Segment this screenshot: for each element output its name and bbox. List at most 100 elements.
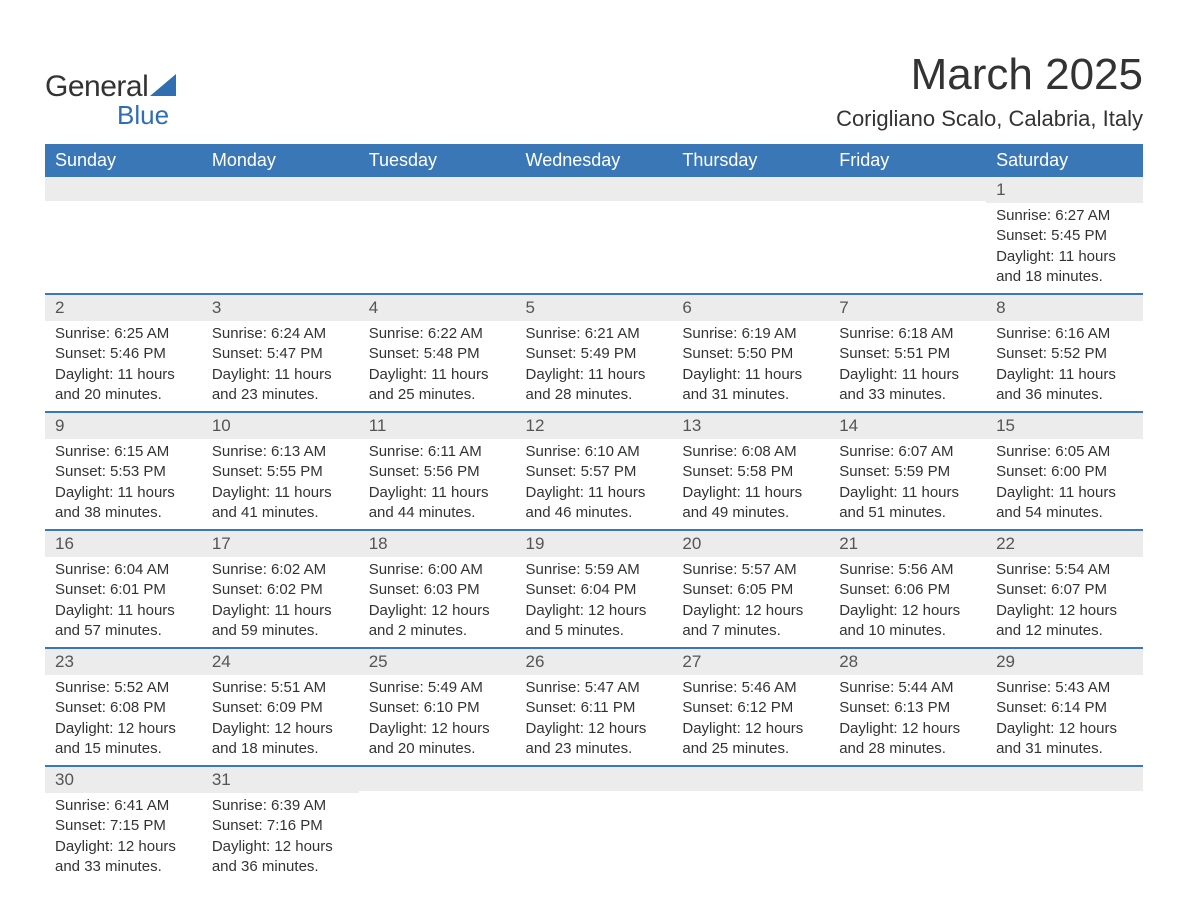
day-line-sunset: Sunset: 6:08 PM xyxy=(55,698,192,718)
day-line-sunrise: Sunrise: 5:44 AM xyxy=(839,678,976,698)
day-line-daylight2: and 41 minutes. xyxy=(212,503,349,523)
day-body: Sunrise: 5:44 AMSunset: 6:13 PMDaylight:… xyxy=(829,675,986,765)
day-line-daylight2: and 36 minutes. xyxy=(212,857,349,877)
day-body xyxy=(359,791,516,831)
day-number: 20 xyxy=(672,531,829,557)
day-number: 24 xyxy=(202,649,359,675)
day-line-daylight1: Daylight: 12 hours xyxy=(682,601,819,621)
day-line-sunset: Sunset: 5:59 PM xyxy=(839,462,976,482)
location: Corigliano Scalo, Calabria, Italy xyxy=(836,106,1143,132)
calendar-cell-empty xyxy=(516,177,673,294)
calendar-cell: 3Sunrise: 6:24 AMSunset: 5:47 PMDaylight… xyxy=(202,294,359,412)
calendar-cell-empty xyxy=(829,766,986,883)
calendar-cell: 22Sunrise: 5:54 AMSunset: 6:07 PMDayligh… xyxy=(986,530,1143,648)
day-line-sunrise: Sunrise: 6:13 AM xyxy=(212,442,349,462)
day-line-sunset: Sunset: 5:51 PM xyxy=(839,344,976,364)
day-line-daylight1: Daylight: 11 hours xyxy=(526,365,663,385)
calendar-cell-empty xyxy=(359,766,516,883)
day-line-daylight1: Daylight: 11 hours xyxy=(55,365,192,385)
month-title: March 2025 xyxy=(836,50,1143,100)
calendar-cell-empty xyxy=(986,766,1143,883)
day-body: Sunrise: 5:52 AMSunset: 6:08 PMDaylight:… xyxy=(45,675,202,765)
calendar-cell: 18Sunrise: 6:00 AMSunset: 6:03 PMDayligh… xyxy=(359,530,516,648)
day-body: Sunrise: 5:51 AMSunset: 6:09 PMDaylight:… xyxy=(202,675,359,765)
day-line-sunset: Sunset: 5:45 PM xyxy=(996,226,1133,246)
day-line-daylight1: Daylight: 12 hours xyxy=(212,837,349,857)
calendar-table: SundayMondayTuesdayWednesdayThursdayFrid… xyxy=(45,144,1143,883)
day-line-sunset: Sunset: 5:50 PM xyxy=(682,344,819,364)
day-line-daylight2: and 31 minutes. xyxy=(682,385,819,405)
day-number: 22 xyxy=(986,531,1143,557)
day-body: Sunrise: 5:49 AMSunset: 6:10 PMDaylight:… xyxy=(359,675,516,765)
day-line-daylight1: Daylight: 11 hours xyxy=(839,365,976,385)
calendar-cell-empty xyxy=(45,177,202,294)
day-line-daylight1: Daylight: 11 hours xyxy=(212,365,349,385)
calendar-cell: 26Sunrise: 5:47 AMSunset: 6:11 PMDayligh… xyxy=(516,648,673,766)
day-line-sunrise: Sunrise: 6:27 AM xyxy=(996,206,1133,226)
day-body: Sunrise: 6:04 AMSunset: 6:01 PMDaylight:… xyxy=(45,557,202,647)
day-number: 7 xyxy=(829,295,986,321)
day-line-sunrise: Sunrise: 6:16 AM xyxy=(996,324,1133,344)
day-line-daylight2: and 25 minutes. xyxy=(369,385,506,405)
logo-text-general: General xyxy=(45,70,148,104)
day-line-daylight1: Daylight: 11 hours xyxy=(55,483,192,503)
day-line-sunset: Sunset: 5:56 PM xyxy=(369,462,506,482)
day-line-sunset: Sunset: 7:16 PM xyxy=(212,816,349,836)
day-number xyxy=(516,767,673,791)
day-body xyxy=(829,201,986,241)
day-line-daylight2: and 25 minutes. xyxy=(682,739,819,759)
day-line-daylight2: and 49 minutes. xyxy=(682,503,819,523)
day-body: Sunrise: 6:13 AMSunset: 5:55 PMDaylight:… xyxy=(202,439,359,529)
weekday-header: Monday xyxy=(202,144,359,177)
day-line-daylight2: and 28 minutes. xyxy=(526,385,663,405)
day-line-daylight1: Daylight: 12 hours xyxy=(996,601,1133,621)
day-line-daylight1: Daylight: 12 hours xyxy=(369,601,506,621)
day-line-sunrise: Sunrise: 6:39 AM xyxy=(212,796,349,816)
day-body xyxy=(202,201,359,241)
day-body: Sunrise: 6:25 AMSunset: 5:46 PMDaylight:… xyxy=(45,321,202,411)
day-line-sunset: Sunset: 6:00 PM xyxy=(996,462,1133,482)
day-number xyxy=(359,177,516,201)
day-body: Sunrise: 6:27 AMSunset: 5:45 PMDaylight:… xyxy=(986,203,1143,293)
calendar-cell: 31 Sunrise: 6:39 AMSunset: 7:16 PMDayligh… xyxy=(202,766,359,883)
day-line-sunset: Sunset: 6:12 PM xyxy=(682,698,819,718)
day-line-daylight2: and 36 minutes. xyxy=(996,385,1133,405)
day-number: 14 xyxy=(829,413,986,439)
day-line-sunrise: Sunrise: 5:51 AM xyxy=(212,678,349,698)
day-line-daylight1: Daylight: 11 hours xyxy=(996,247,1133,267)
day-line-daylight1: Daylight: 12 hours xyxy=(526,719,663,739)
day-line-sunrise: Sunrise: 6:02 AM xyxy=(212,560,349,580)
day-number: 3 xyxy=(202,295,359,321)
day-line-sunset: Sunset: 6:13 PM xyxy=(839,698,976,718)
day-body: Sunrise: 6:24 AMSunset: 5:47 PMDaylight:… xyxy=(202,321,359,411)
day-number: 6 xyxy=(672,295,829,321)
calendar-cell: 1Sunrise: 6:27 AMSunset: 5:45 PMDaylight… xyxy=(986,177,1143,294)
day-number xyxy=(986,767,1143,791)
day-number: 8 xyxy=(986,295,1143,321)
calendar-cell: 27Sunrise: 5:46 AMSunset: 6:12 PMDayligh… xyxy=(672,648,829,766)
day-line-daylight1: Daylight: 11 hours xyxy=(682,483,819,503)
day-body xyxy=(672,201,829,241)
day-line-sunrise: Sunrise: 6:24 AM xyxy=(212,324,349,344)
day-body: Sunrise: 5:59 AMSunset: 6:04 PMDaylight:… xyxy=(516,557,673,647)
day-number xyxy=(672,177,829,201)
day-line-daylight1: Daylight: 11 hours xyxy=(526,483,663,503)
day-line-sunset: Sunset: 6:06 PM xyxy=(839,580,976,600)
day-body: Sunrise: 5:56 AMSunset: 6:06 PMDaylight:… xyxy=(829,557,986,647)
calendar-cell: 24Sunrise: 5:51 AMSunset: 6:09 PMDayligh… xyxy=(202,648,359,766)
day-line-sunrise: Sunrise: 5:59 AM xyxy=(526,560,663,580)
day-line-daylight2: and 5 minutes. xyxy=(526,621,663,641)
day-number: 16 xyxy=(45,531,202,557)
day-number: 21 xyxy=(829,531,986,557)
day-line-sunrise: Sunrise: 5:46 AM xyxy=(682,678,819,698)
day-line-daylight1: Daylight: 11 hours xyxy=(369,483,506,503)
header: General Blue March 2025 Corigliano Scalo… xyxy=(45,50,1143,132)
day-number: 31 xyxy=(202,767,359,793)
weekday-header: Saturday xyxy=(986,144,1143,177)
calendar-cell: 6Sunrise: 6:19 AMSunset: 5:50 PMDaylight… xyxy=(672,294,829,412)
day-line-sunrise: Sunrise: 5:43 AM xyxy=(996,678,1133,698)
day-number: 13 xyxy=(672,413,829,439)
day-line-sunset: Sunset: 6:03 PM xyxy=(369,580,506,600)
calendar-cell: 16Sunrise: 6:04 AMSunset: 6:01 PMDayligh… xyxy=(45,530,202,648)
day-line-sunrise: Sunrise: 6:10 AM xyxy=(526,442,663,462)
